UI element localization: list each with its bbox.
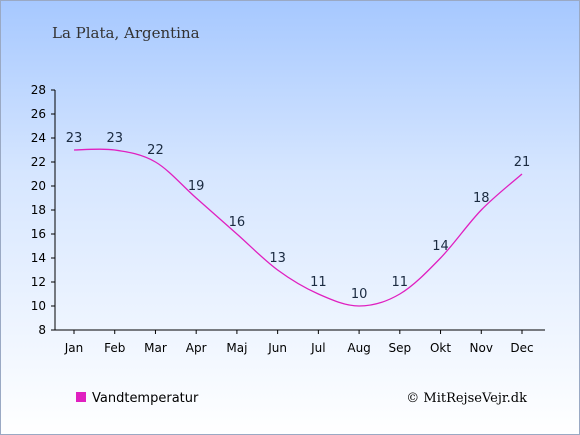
y-tick-label: 12 xyxy=(31,275,46,289)
data-label: 18 xyxy=(473,191,490,206)
x-tick-label: Maj xyxy=(226,341,247,355)
x-tick-label: Sep xyxy=(389,341,412,355)
y-tick-label: 18 xyxy=(31,203,46,217)
data-label: 19 xyxy=(188,179,205,194)
y-tick-label: 20 xyxy=(31,179,46,193)
series-line-0 xyxy=(73,148,523,307)
x-tick-label: Feb xyxy=(104,341,125,355)
y-tick-label: 28 xyxy=(31,83,46,97)
x-tick-label: Apr xyxy=(186,341,207,355)
x-tick-label: Jun xyxy=(267,341,287,355)
data-label: 14 xyxy=(432,239,449,254)
x-tick-label: Jan xyxy=(64,341,84,355)
x-tick-label: Nov xyxy=(470,341,493,355)
y-tick-label: 10 xyxy=(31,299,46,313)
data-label: 21 xyxy=(514,155,531,170)
x-tick-label: Jul xyxy=(310,341,325,355)
chart-title: La Plata, Argentina xyxy=(52,24,200,42)
y-tick-label: 26 xyxy=(31,107,46,121)
y-tick-label: 22 xyxy=(31,155,46,169)
copyright-text: © MitRejseVejr.dk xyxy=(406,391,527,406)
data-label: 10 xyxy=(351,287,368,302)
axes: 8 10 12 14 16 18 20 22 24 26 28 Jan Feb Mar Apr Maj Jun J… xyxy=(31,83,545,355)
y-tick-label: 16 xyxy=(31,227,46,241)
x-tick-label: Aug xyxy=(347,341,370,355)
data-label: 23 xyxy=(106,131,123,146)
legend-label[interactable]: Vandtemperatur xyxy=(92,391,199,406)
data-labels: 23 23 22 19 16 13 11 10 11 14 18 21 xyxy=(66,131,531,302)
data-label: 23 xyxy=(66,131,83,146)
y-tick-label: 14 xyxy=(31,251,46,265)
data-label: 22 xyxy=(147,143,164,158)
series-layer xyxy=(73,148,523,307)
data-label: 13 xyxy=(269,251,286,266)
data-label: 11 xyxy=(310,275,327,290)
x-tick-label: Mar xyxy=(144,341,167,355)
y-tick-label: 24 xyxy=(31,131,46,145)
data-label: 11 xyxy=(392,275,409,290)
x-tick-label: Okt xyxy=(430,341,451,355)
x-tick-label: Dec xyxy=(510,341,533,355)
data-label: 16 xyxy=(229,215,246,230)
y-tick-label: 8 xyxy=(38,323,46,337)
legend-swatch xyxy=(76,392,86,402)
